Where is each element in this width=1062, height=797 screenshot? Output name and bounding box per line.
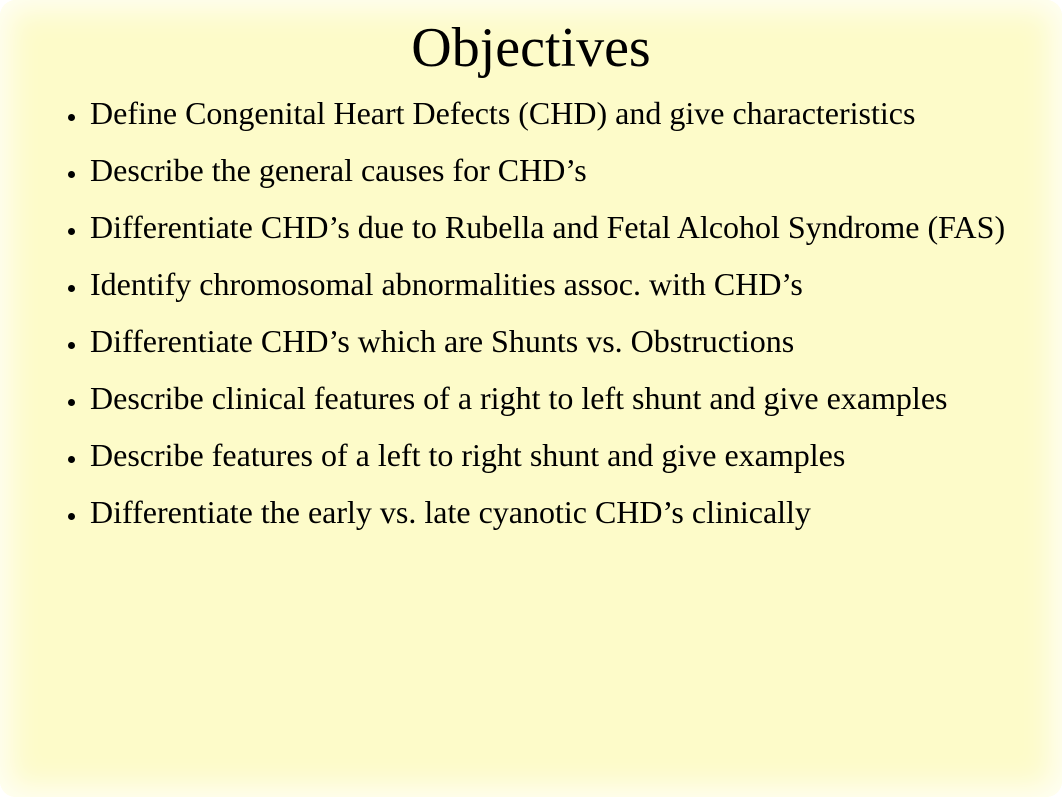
list-item: Differentiate CHD’s which are Shunts vs.… (88, 322, 1022, 361)
list-item: Differentiate the early vs. late cyanoti… (88, 493, 1022, 532)
slide: Objectives Define Congenital Heart Defec… (0, 0, 1062, 797)
slide-title: Objectives (40, 10, 1022, 80)
list-item: Describe clinical features of a right to… (88, 379, 1022, 418)
list-item: Differentiate CHD’s due to Rubella and F… (88, 208, 1022, 247)
list-item: Define Congenital Heart Defects (CHD) an… (88, 94, 1022, 133)
list-item: Describe features of a left to right shu… (88, 436, 1022, 475)
objectives-list: Define Congenital Heart Defects (CHD) an… (40, 94, 1022, 532)
list-item: Describe the general causes for CHD’s (88, 151, 1022, 190)
list-item: Identify chromosomal abnormalities assoc… (88, 265, 1022, 304)
